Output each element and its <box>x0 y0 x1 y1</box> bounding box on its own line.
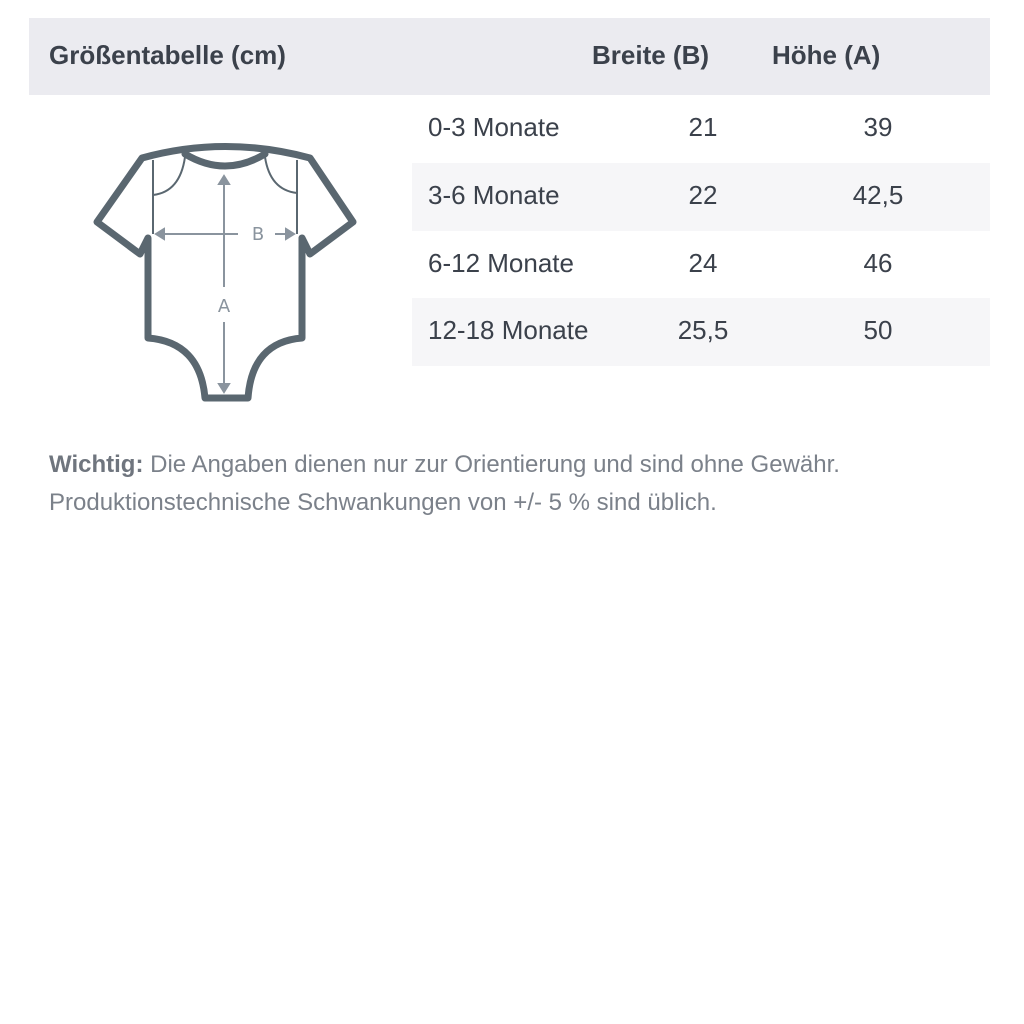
table-row: 0-3 Monate 21 39 <box>412 95 990 163</box>
height-label: A <box>218 296 231 317</box>
note-line-2: Produktionstechnische Schwankungen von +… <box>49 489 717 516</box>
height-cell: 50 <box>863 315 893 345</box>
size-cell: 0-3 Monate <box>428 112 560 142</box>
width-cell: 22 <box>688 180 718 210</box>
width-label: B <box>252 224 264 245</box>
table-row: 6-12 Monate 24 46 <box>412 231 990 299</box>
width-cell: 21 <box>688 112 718 142</box>
height-cell: 46 <box>863 248 893 278</box>
disclaimer-note: Wichtig: Die Angaben dienen nur zur Orie… <box>49 446 840 522</box>
size-cell: 3-6 Monate <box>428 180 560 210</box>
size-cell: 12-18 Monate <box>428 315 589 345</box>
width-cell: 24 <box>688 248 718 278</box>
table-title: Größentabelle (cm) <box>49 40 286 70</box>
size-cell: 6-12 Monate <box>428 248 574 278</box>
table-header: Größentabelle (cm) Breite (B) Höhe (A) <box>29 18 990 95</box>
table-row: 3-6 Monate 22 42,5 <box>412 163 990 231</box>
column-header-width: Breite (B) <box>592 40 710 70</box>
table-row: 12-18 Monate 25,5 50 <box>412 298 990 366</box>
height-cell: 42,5 <box>852 180 904 210</box>
height-cell: 39 <box>863 112 893 142</box>
note-label: Wichtig: <box>49 451 144 478</box>
column-header-height: Höhe (A) <box>772 40 881 70</box>
note-line-1: Die Angaben dienen nur zur Orientierung … <box>150 451 840 478</box>
baby-bodysuit-diagram-icon: B A <box>93 143 357 402</box>
width-cell: 25,5 <box>677 315 729 345</box>
